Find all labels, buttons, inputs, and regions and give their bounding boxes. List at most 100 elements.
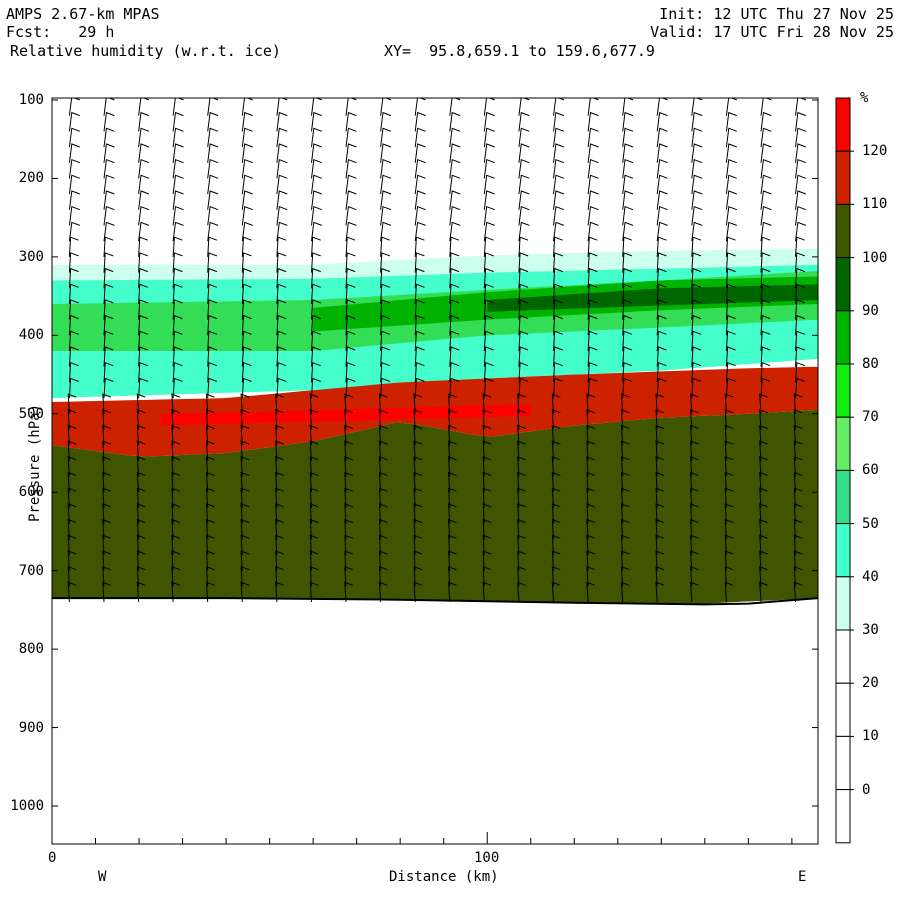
wind-barb — [275, 487, 284, 508]
wind-barb — [138, 377, 148, 399]
wind-barb — [725, 206, 737, 226]
wind-barb — [759, 409, 768, 430]
wind-barb — [622, 283, 633, 305]
wind-barb — [311, 267, 321, 289]
wind-barb — [587, 330, 598, 352]
wind-barb — [138, 346, 148, 367]
wind-barb — [380, 377, 390, 399]
wind-barb — [68, 299, 79, 320]
wind-barb — [586, 424, 596, 446]
wind-barb — [378, 550, 388, 571]
wind-barb — [760, 283, 771, 305]
wind-barb — [759, 550, 768, 571]
wind-barb — [102, 409, 111, 430]
wind-barb — [241, 111, 253, 132]
colorbar-level-120: 120 — [862, 143, 888, 160]
colorbar-unit: % — [860, 90, 869, 106]
wind-barb — [517, 534, 526, 556]
wind-barb — [622, 252, 633, 273]
wind-barb — [413, 518, 423, 540]
wind-barb — [724, 456, 734, 477]
wind-barb — [103, 127, 115, 148]
wind-barb — [172, 98, 184, 116]
wind-barb — [345, 159, 357, 179]
wind-barb — [655, 424, 665, 446]
wind-barb — [518, 252, 529, 273]
wind-barb — [309, 565, 319, 587]
wind-barb — [482, 471, 492, 493]
wind-barb — [656, 236, 667, 257]
wind-barb — [656, 330, 667, 352]
wind-barb — [759, 424, 768, 446]
wind-barb — [171, 565, 181, 587]
wind-barb — [345, 330, 356, 352]
wind-barb — [620, 424, 630, 446]
wind-barb — [483, 111, 495, 132]
x-axis-label: Distance (km) — [389, 869, 499, 885]
wind-barb — [724, 487, 734, 508]
wind-barb — [483, 330, 494, 352]
wind-barb — [414, 206, 426, 226]
wind-barb — [172, 361, 183, 383]
colorbar-segment — [835, 203, 851, 259]
wind-barb — [587, 190, 599, 210]
wind-barb — [691, 98, 703, 116]
wind-barb — [68, 174, 80, 195]
colorbar-level-100: 100 — [862, 249, 888, 266]
wind-barb — [725, 377, 736, 399]
wind-barb — [413, 550, 423, 571]
wind-barb — [620, 456, 630, 477]
wind-barb — [205, 471, 215, 493]
wind-barb — [380, 252, 390, 273]
wind-barb — [172, 330, 183, 352]
wind-barb — [172, 174, 184, 195]
wind-barb — [414, 267, 425, 289]
wind-barb — [724, 471, 734, 493]
wind-barb — [172, 111, 184, 132]
wind-barb — [171, 518, 181, 540]
wind-barb — [724, 550, 734, 571]
wind-barb — [793, 456, 803, 477]
wind-barb — [344, 534, 353, 556]
colorbar-segment — [835, 416, 851, 471]
wind-barb — [725, 267, 736, 289]
wind-barb — [518, 330, 529, 352]
wind-barb — [345, 111, 357, 132]
wind-barb — [656, 267, 667, 289]
wind-barb — [344, 424, 353, 446]
colorbar-segment — [835, 735, 851, 791]
wind-barb — [68, 98, 80, 116]
wind-barb — [309, 581, 319, 603]
wind-barb — [620, 393, 630, 414]
wind-barb — [414, 143, 426, 163]
wind-barb — [691, 330, 702, 352]
wind-barb — [414, 159, 426, 179]
wind-barb — [656, 206, 668, 226]
wind-barb — [553, 361, 563, 383]
wind-barb — [205, 581, 215, 603]
wind-barb — [587, 252, 598, 273]
wind-barb — [345, 174, 357, 195]
y-tick-200: 200 — [18, 170, 44, 187]
wind-barb — [136, 424, 146, 446]
wind-barb — [171, 409, 181, 430]
wind-barb — [171, 393, 181, 414]
wind-barb — [414, 283, 425, 305]
wind-barb — [760, 377, 771, 399]
wind-barb — [241, 299, 252, 320]
wind-barb — [136, 440, 146, 461]
wind-barb — [275, 424, 284, 446]
wind-barb — [138, 174, 150, 195]
wind-barb — [68, 252, 79, 273]
wind-barb — [622, 111, 634, 132]
wind-barb — [345, 252, 356, 273]
wind-barb — [793, 550, 803, 571]
wind-barb — [241, 206, 253, 226]
wind-barb — [724, 534, 734, 556]
wind-barb — [620, 471, 630, 493]
wind-barb — [136, 393, 146, 414]
wind-barb — [138, 267, 148, 289]
wind-barb — [553, 299, 563, 320]
wind-barb — [586, 471, 596, 493]
wind-barb — [553, 111, 565, 132]
